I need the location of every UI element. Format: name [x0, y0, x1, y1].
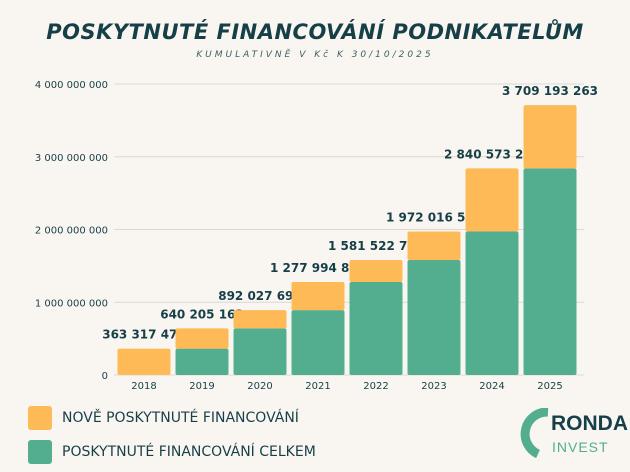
legend-label-total: POSKYTNUTÉ FINANCOVÁNÍ CELKEM — [62, 444, 316, 460]
bar-total — [407, 259, 461, 375]
bar-total — [523, 168, 577, 375]
bar-new — [117, 348, 171, 375]
y-tick-label: 2 000 000 000 — [35, 226, 108, 237]
ronda-invest-logo: RONDA INVEST — [516, 408, 628, 464]
bar-new — [407, 231, 461, 260]
bar-new — [523, 105, 577, 169]
legend-label-new: NOVĚ POSKYTNUTÉ FINANCOVÁNÍ — [62, 410, 299, 426]
x-tick-label: 2024 — [479, 381, 504, 392]
bar-total — [233, 328, 287, 375]
chart-title: POSKYTNUTÉ FINANCOVÁNÍ PODNIKATELŮM — [46, 20, 584, 44]
bar-total — [465, 231, 519, 375]
bar-total — [175, 348, 229, 375]
legend-swatch-new — [28, 406, 52, 430]
legend-swatch-total — [28, 440, 52, 464]
logo-sub: INVEST — [552, 439, 609, 455]
x-tick-label: 2018 — [131, 381, 156, 392]
x-tick-label: 2019 — [189, 381, 214, 392]
bar-new — [349, 259, 403, 283]
legend-item-total: POSKYTNUTÉ FINANCOVÁNÍ CELKEM — [28, 440, 316, 464]
data-label: 2 840 573 263 — [444, 147, 540, 161]
y-tick-label: 0 — [102, 371, 108, 382]
data-label: 892 027 691 — [218, 289, 302, 303]
x-tick-label: 2025 — [537, 381, 562, 392]
x-tick-label: 2020 — [247, 381, 272, 392]
bar-new — [291, 282, 345, 311]
chart-subtitle: KUMULATIVNĚ V Kč K 30/10/2025 — [196, 50, 434, 60]
legend-item-new: NOVĚ POSKYTNUTÉ FINANCOVÁNÍ — [28, 406, 299, 430]
bar-total — [349, 282, 403, 375]
data-label: 640 205 163 — [160, 307, 244, 321]
x-tick-label: 2021 — [305, 381, 330, 392]
bar-new — [175, 328, 229, 349]
x-tick-label: 2022 — [363, 381, 388, 392]
bar-chart: 0 1 000 000 000 2 000 000 000 3 000 000 000… — [35, 80, 598, 392]
logo-name: RONDA — [551, 412, 628, 435]
y-tick-label: 1 000 000 000 — [35, 298, 108, 309]
data-label: 1 277 994 851 — [270, 261, 366, 275]
logo-arc-icon — [520, 408, 549, 459]
bar-new — [233, 310, 287, 329]
bar-total — [291, 310, 345, 375]
y-tick-label: 3 000 000 000 — [35, 153, 108, 164]
data-label: 1 972 016 595 — [386, 211, 482, 225]
x-tick-label: 2023 — [421, 381, 446, 392]
data-label: 3 709 193 263 — [502, 84, 598, 98]
y-tick-label: 4 000 000 000 — [35, 80, 108, 91]
data-label: 1 581 522 751 — [328, 239, 424, 253]
bar-new — [465, 168, 519, 232]
data-label: 363 317 474 — [102, 328, 186, 342]
